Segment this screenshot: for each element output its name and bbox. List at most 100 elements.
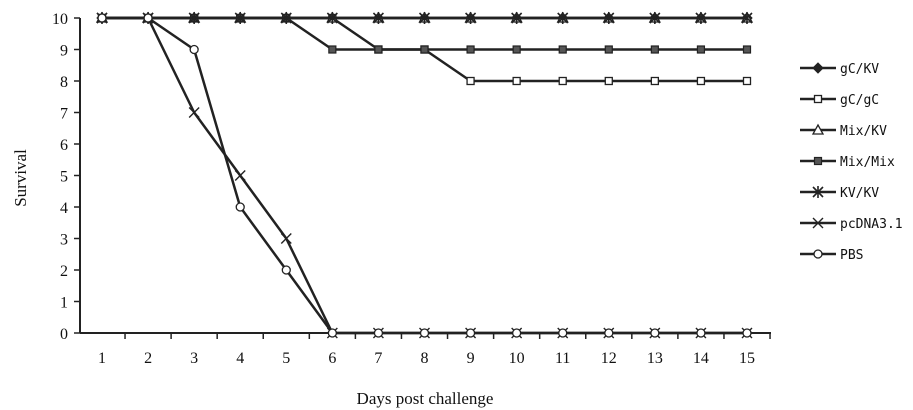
x-tick-label: 10 [509,350,525,367]
data-point [742,76,752,86]
x-tick-label: 6 [328,350,336,367]
data-point [327,328,338,338]
legend-label: gC/gC [840,93,879,108]
data-point [465,12,477,24]
legend-marker [812,217,824,229]
legend-entry: Mix/Mix [800,155,895,170]
data-point [696,45,706,54]
y-tick-label: 0 [60,326,68,343]
data-point [281,265,291,275]
data-point [234,12,246,24]
x-tick-label: 9 [467,350,475,367]
data-point [558,76,567,86]
legend-entry: pcDNA3.1 [800,217,903,232]
data-point [326,12,338,24]
legend-marker [812,62,824,74]
data-point [280,233,292,244]
data-point [373,328,384,338]
x-tick-label: 5 [282,350,290,367]
data-point [696,328,706,338]
legend-label: gC/KV [840,62,879,77]
data-point [189,44,199,55]
data-point [604,45,613,54]
legend-label: Mix/KV [840,124,887,139]
series-6 [97,13,752,338]
series-4 [96,12,753,24]
data-point [419,328,430,338]
x-tick-label: 3 [190,350,198,367]
y-tick-label: 7 [60,106,68,123]
x-tick-label: 14 [693,350,709,367]
data-point [466,76,475,86]
legend-label: Mix/Mix [840,155,895,170]
data-point [604,76,613,86]
legend-label: pcDNA3.1 [840,217,903,232]
data-point [465,328,476,338]
legend-entry: KV/KV [800,186,879,201]
x-tick-label: 15 [739,350,755,367]
x-axis-label: Days post challenge [357,389,494,408]
legend-marker [813,156,823,166]
legend-label: PBS [840,248,863,263]
data-point [372,12,384,24]
data-point [696,76,706,86]
data-point [557,12,569,24]
legend-entry: Mix/KV [800,123,887,139]
y-tick-label: 4 [60,200,68,217]
data-point [650,45,659,54]
data-point [742,45,752,54]
x-tick-label: 4 [236,350,244,367]
legend-entry: gC/KV [800,62,879,77]
y-tick-label: 8 [60,74,68,91]
x-tick-label: 7 [374,350,382,367]
x-tick-label: 11 [555,350,570,367]
data-point [466,45,475,54]
legend-entry: gC/gC [800,93,879,108]
data-point [188,107,200,118]
series-line [102,16,747,335]
data-point [280,12,292,24]
y-tick-label: 3 [60,232,68,249]
data-point [650,328,660,338]
data-point [604,328,614,338]
data-point [235,202,245,212]
data-point [97,13,107,23]
y-tick-label: 5 [60,169,68,186]
x-tick-label: 13 [647,350,663,367]
data-point [742,328,752,338]
y-axis-label: Survival [11,149,30,207]
legend-marker [812,186,824,198]
data-point [558,45,567,54]
y-tick-label: 9 [60,43,68,60]
data-point [188,12,200,24]
x-tick-label: 2 [144,350,152,367]
data-point [328,45,337,54]
data-point [420,45,429,54]
series-layer [95,11,754,339]
data-point [650,76,660,86]
legend-entry: PBS [800,248,863,263]
y-tick-label: 1 [60,295,68,312]
series-5 [96,12,753,339]
x-tick-label: 12 [601,350,617,367]
legend-marker [811,123,825,135]
x-tick-label: 8 [421,350,429,367]
legend-marker [813,94,823,104]
y-tick-label: 6 [60,137,68,154]
y-tick-label: 2 [60,263,68,280]
data-point [234,170,246,181]
data-point [512,45,521,54]
data-point [741,12,753,24]
data-point [511,328,522,338]
data-point [143,13,153,23]
data-point [603,12,615,24]
legend-label: KV/KV [840,186,879,201]
data-point [511,12,523,24]
data-point [695,12,707,24]
data-point [418,12,431,24]
data-point [374,45,383,54]
legend-marker [813,249,823,259]
x-tick-label: 1 [98,350,106,367]
